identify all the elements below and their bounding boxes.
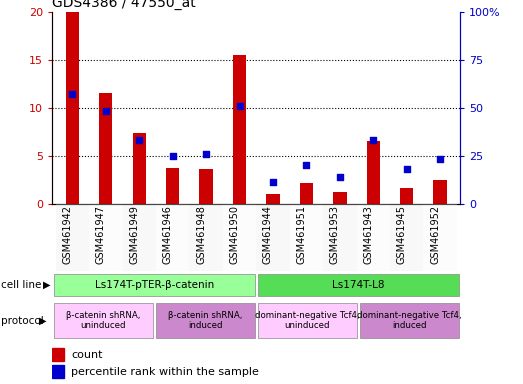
Bar [55, 204, 89, 271]
Text: GSM461952: GSM461952 [430, 205, 440, 264]
Text: GSM461943: GSM461943 [363, 205, 373, 264]
Bar [434, 180, 447, 204]
Bar [223, 204, 256, 271]
Point [403, 166, 411, 172]
Point [135, 137, 143, 143]
Point [436, 156, 445, 162]
Bar [166, 168, 179, 204]
Text: ▶: ▶ [43, 280, 50, 290]
Text: GSM461951: GSM461951 [297, 205, 306, 264]
Text: GSM461950: GSM461950 [230, 205, 240, 264]
Bar [199, 169, 213, 204]
Text: dominant-negative Tcf4,
uninduced: dominant-negative Tcf4, uninduced [255, 311, 360, 330]
Bar [132, 134, 146, 204]
Bar [156, 204, 189, 271]
Bar [258, 274, 459, 296]
Bar [323, 204, 357, 271]
Bar [189, 204, 223, 271]
Bar [89, 204, 122, 271]
Bar [256, 204, 290, 271]
Bar [367, 141, 380, 204]
Bar [233, 55, 246, 204]
Point [68, 91, 76, 97]
Text: β-catenin shRNA,
induced: β-catenin shRNA, induced [168, 311, 243, 330]
Text: count: count [71, 349, 103, 359]
Bar [54, 303, 153, 338]
Text: dominant-negative Tcf4,
induced: dominant-negative Tcf4, induced [357, 311, 462, 330]
Text: Ls174T-L8: Ls174T-L8 [332, 280, 384, 290]
Point [336, 174, 344, 180]
Bar [54, 274, 255, 296]
Point [235, 103, 244, 109]
Text: GSM461946: GSM461946 [163, 205, 173, 264]
Text: GSM461949: GSM461949 [129, 205, 139, 264]
Point [101, 108, 110, 114]
Text: GSM461945: GSM461945 [397, 205, 407, 264]
Bar [390, 204, 424, 271]
Bar [258, 303, 357, 338]
Bar [357, 204, 390, 271]
Bar [300, 184, 313, 204]
Text: β-catenin shRNA,
uninduced: β-catenin shRNA, uninduced [66, 311, 141, 330]
Text: GSM461942: GSM461942 [62, 205, 72, 264]
Point [302, 162, 311, 168]
Text: GSM461948: GSM461948 [196, 205, 206, 264]
Text: GDS4386 / 47550_at: GDS4386 / 47550_at [52, 0, 196, 10]
Bar [400, 188, 413, 204]
Bar [156, 303, 255, 338]
Bar [122, 204, 156, 271]
Bar [360, 303, 459, 338]
Text: GSM461953: GSM461953 [330, 205, 340, 264]
Point [369, 137, 378, 143]
Bar [52, 365, 64, 379]
Point [202, 151, 210, 157]
Text: cell line: cell line [1, 280, 41, 290]
Bar [333, 192, 347, 204]
Bar [66, 12, 79, 204]
Bar [99, 93, 112, 204]
Text: GSM461947: GSM461947 [96, 205, 106, 264]
Bar [52, 348, 64, 361]
Point [168, 152, 177, 159]
Bar [290, 204, 323, 271]
Point [269, 179, 277, 185]
Text: percentile rank within the sample: percentile rank within the sample [71, 367, 259, 377]
Bar [266, 194, 280, 204]
Text: ▶: ▶ [39, 316, 47, 326]
Text: GSM461944: GSM461944 [263, 205, 273, 264]
Text: protocol: protocol [1, 316, 43, 326]
Text: Ls174T-pTER-β-catenin: Ls174T-pTER-β-catenin [95, 280, 214, 290]
Bar [424, 204, 457, 271]
